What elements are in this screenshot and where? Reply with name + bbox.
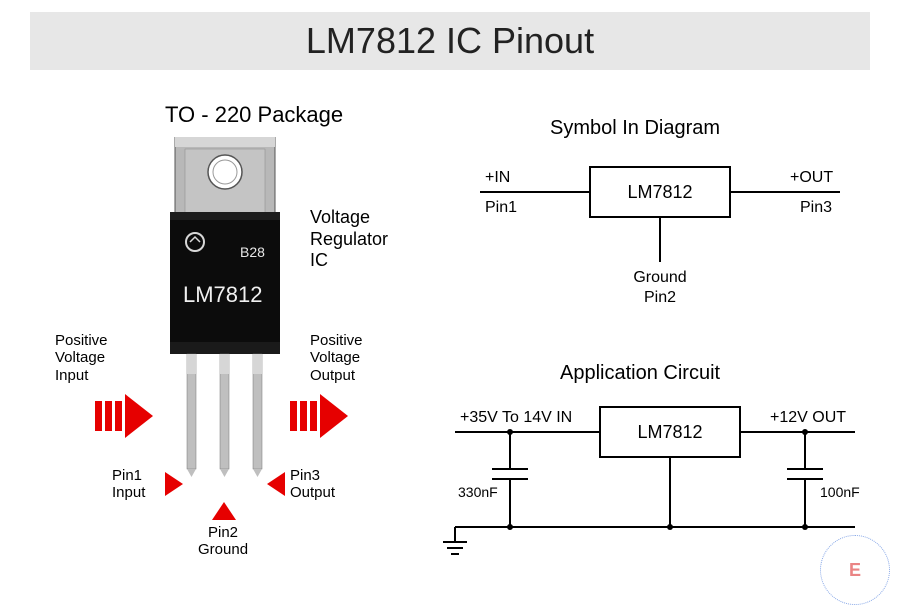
output-arrow-icon (290, 394, 348, 438)
app-circuit-title: Application Circuit (560, 362, 720, 385)
input-arrow-icon (95, 394, 153, 438)
pin2-arrow-icon (212, 502, 236, 520)
pin1-label: Pin1 Input (112, 467, 145, 502)
symbol-out-bot: Pin3 (800, 199, 832, 216)
ic-description: Voltage Regulator IC (310, 207, 388, 272)
title-bar: LM7812 IC Pinout (30, 12, 870, 70)
page-title: LM7812 IC Pinout (30, 20, 870, 62)
symbol-diagram: LM7812 +IN Pin1 +OUT Pin3 Ground Pin2 (460, 142, 860, 312)
output-label: Positive Voltage Output (310, 332, 363, 384)
input-label: Positive Voltage Input (55, 332, 108, 384)
ic-code-top: B28 (240, 244, 265, 260)
watermark-logo: E (820, 535, 890, 605)
pin3-arrow-icon (267, 472, 285, 496)
symbol-in-bot: Pin1 (485, 199, 517, 216)
symbol-diagram-title: Symbol In Diagram (550, 117, 720, 140)
app-circuit-diagram: LM7812 +35V To 14V IN +12V OUT 330nF 100… (440, 387, 870, 577)
app-cap-out-text: 100nF (820, 484, 860, 500)
pin3-label: Pin3 Output (290, 467, 335, 502)
ic-pins (187, 354, 262, 477)
app-out-text: +12V OUT (770, 409, 846, 426)
package-label: TO - 220 Package (165, 102, 343, 128)
ic-to220-drawing: B28 LM7812 (145, 137, 305, 477)
pin1-arrow-icon (165, 472, 183, 496)
app-cap-in-text: 330nF (458, 484, 498, 500)
symbol-gnd-bot: Pin2 (644, 289, 676, 306)
symbol-box-text: LM7812 (627, 182, 692, 202)
ic-code-main: LM7812 (183, 282, 263, 307)
pin2-label: Pin2 Ground (198, 524, 248, 559)
app-box-text: LM7812 (637, 422, 702, 442)
symbol-in-top: +IN (485, 169, 510, 186)
app-in-text: +35V To 14V IN (460, 409, 572, 426)
symbol-out-top: +OUT (790, 169, 833, 186)
symbol-gnd-top: Ground (633, 269, 686, 286)
